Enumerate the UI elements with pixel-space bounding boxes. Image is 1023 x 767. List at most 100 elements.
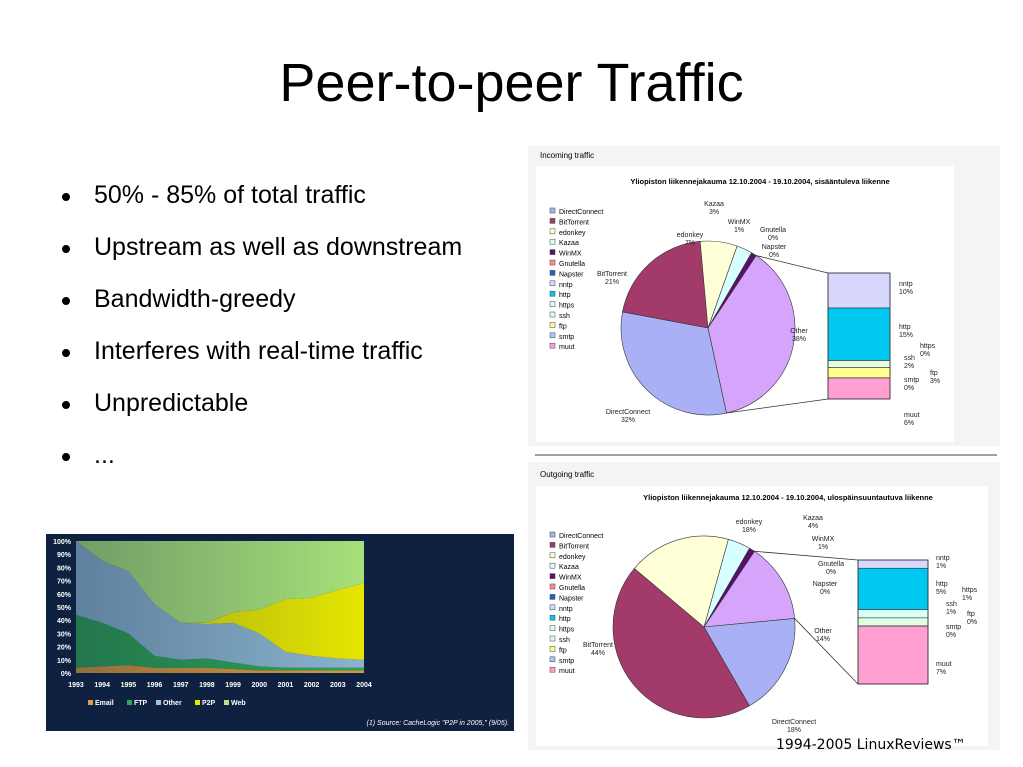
bullet-dot-icon	[62, 349, 70, 357]
legend-swatch	[549, 666, 556, 673]
legend-swatch	[549, 280, 556, 287]
source-note: (1) Source: CacheLogic "P2P in 2005," (9…	[367, 720, 510, 727]
legend-label: ssh	[559, 637, 570, 644]
breakdown-label: nntp	[899, 281, 913, 288]
breakdown-label: http	[899, 324, 911, 331]
breakdown-label: muut	[936, 661, 952, 668]
legend-label: Kazaa	[559, 564, 579, 571]
y-tick-label: 100%	[53, 539, 72, 546]
legend-swatch	[195, 700, 200, 705]
slice-label: BitTorrent	[583, 642, 613, 649]
breakdown-label: smtp	[946, 624, 961, 631]
slice-label: Other	[814, 628, 832, 635]
connector-line	[726, 398, 829, 414]
legend-swatch	[549, 207, 556, 214]
x-tick-label: 1997	[173, 682, 189, 689]
legend-label: Gnutella	[559, 261, 585, 268]
pie-title: Yliopiston liikennejakauma 12.10.2004 - …	[630, 177, 889, 186]
legend-swatch	[549, 552, 556, 559]
legend-label: muut	[559, 344, 575, 351]
breakdown-segment-nntp	[827, 272, 891, 309]
legend-label: Napster	[559, 595, 584, 602]
pie-caption: Incoming traffic	[540, 151, 594, 160]
slice-label: WinMX	[728, 219, 751, 226]
breakdown-label: ftp	[930, 370, 938, 377]
outgoing-pie-chart: Outgoing traffic Yliopiston liikennejakau…	[528, 462, 1000, 750]
x-tick-label: 2001	[278, 682, 294, 689]
breakdown-segment-muut	[857, 625, 929, 685]
slice-value: 1%	[818, 544, 828, 551]
legend-swatch	[127, 700, 132, 705]
legend-swatch	[549, 542, 556, 548]
legend-label: nntp	[559, 606, 573, 613]
pie-caption: Outgoing traffic	[540, 470, 594, 479]
bullet-dot-icon	[62, 245, 70, 253]
pie-slice-directconnect	[620, 311, 727, 416]
legend-label: smtp	[559, 334, 574, 341]
slice-label: BitTorrent	[597, 271, 627, 278]
legend-label: Web	[231, 700, 246, 707]
bullet-item: Unpredictable	[60, 388, 510, 418]
legend-swatch	[549, 238, 556, 245]
legend-label: http	[559, 616, 571, 623]
bullet-item: 50% - 85% of total traffic	[60, 180, 510, 210]
legend-swatch	[549, 249, 556, 255]
slice-value: 38%	[792, 336, 806, 343]
breakdown-label: ftp	[967, 611, 975, 618]
legend-label: ftp	[559, 647, 567, 654]
legend-label: FTP	[134, 700, 148, 707]
slice-label: Gnutella	[760, 227, 786, 234]
pie-slice-edonkey	[633, 535, 729, 628]
breakdown-label: https	[962, 587, 978, 594]
breakdown-segment-ssh	[857, 617, 929, 627]
bullet-text: Interferes with real-time traffic	[94, 337, 423, 365]
slice-label: edonkey	[736, 519, 763, 526]
connector-line	[754, 550, 859, 561]
slice-label: WinMX	[812, 536, 835, 543]
x-tick-label: 2003	[330, 682, 346, 689]
incoming-pie-chart: Incoming traffic Yliopiston liikennejakau…	[528, 146, 1000, 446]
legend-swatch	[549, 614, 556, 621]
breakdown-value: 5%	[936, 589, 946, 596]
breakdown-segment-muut	[827, 377, 891, 400]
legend-label: DirectConnect	[559, 533, 603, 540]
y-tick-label: 40%	[57, 618, 72, 625]
legend-swatch	[549, 228, 556, 235]
slice-value: 0%	[820, 589, 830, 596]
legend-label: ssh	[559, 313, 570, 320]
legend-swatch	[549, 301, 556, 307]
slice-label: DirectConnect	[772, 719, 816, 726]
slice-value: 0%	[769, 252, 779, 259]
legend-label: DirectConnect	[559, 209, 603, 216]
slice-label: DirectConnect	[606, 409, 650, 416]
bullet-text: Bandwidth-greedy	[94, 285, 296, 313]
breakdown-value: 6%	[904, 420, 914, 427]
breakdown-value: 7%	[936, 669, 946, 676]
y-tick-label: 10%	[57, 658, 72, 665]
legend-swatch	[549, 218, 556, 224]
legend-label: muut	[559, 668, 575, 675]
slice-value: 0%	[826, 569, 836, 576]
breakdown-value: 0%	[904, 385, 914, 392]
y-tick-label: 20%	[57, 645, 72, 652]
y-tick-label: 0%	[61, 671, 72, 678]
breakdown-frame	[857, 559, 929, 685]
bullet-list: 50% - 85% of total traffic Upstream as w…	[60, 180, 510, 492]
breakdown-segment-nntp	[857, 559, 929, 569]
breakdown-label: http	[936, 581, 948, 588]
x-tick-label: 1993	[68, 682, 84, 689]
legend-label: Napster	[559, 271, 584, 278]
breakdown-label: https	[920, 343, 936, 350]
bullet-item: Bandwidth-greedy	[60, 284, 510, 314]
legend-swatch	[549, 259, 556, 266]
breakdown-value: 0%	[946, 632, 956, 639]
connector-line	[756, 255, 829, 274]
slice-value: 3%	[709, 209, 719, 216]
bullet-item: Upstream as well as downstream	[60, 232, 510, 262]
y-tick-label: 30%	[57, 631, 72, 638]
chart-separator	[535, 454, 997, 456]
y-tick-label: 70%	[57, 579, 72, 586]
pie-title: Yliopiston liikennejakauma 12.10.2004 - …	[643, 493, 933, 502]
legend-swatch	[224, 700, 229, 705]
slice-value: 18%	[787, 727, 801, 734]
